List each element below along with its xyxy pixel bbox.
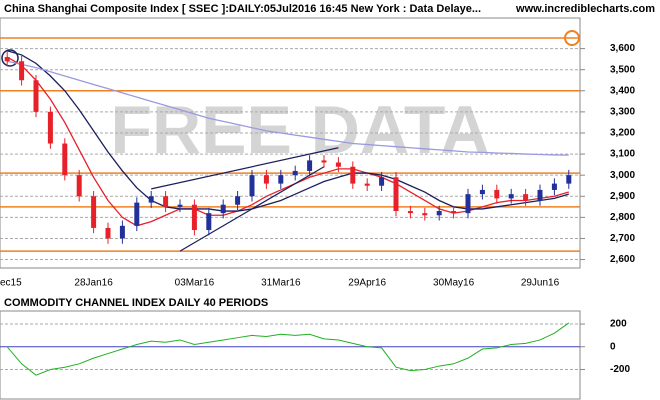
trend-line xyxy=(151,147,339,190)
candle-body xyxy=(76,175,82,197)
source: www.incrediblecharts.com xyxy=(515,3,655,15)
y-tick-label: 3,300 xyxy=(610,107,635,118)
cci-line xyxy=(6,322,570,376)
candle-body xyxy=(62,143,68,176)
candle-body xyxy=(479,189,485,195)
candle-body xyxy=(350,166,356,184)
candle-body xyxy=(551,183,557,190)
candle-body xyxy=(249,175,255,197)
candle-body xyxy=(47,111,53,144)
candle-body xyxy=(523,194,529,201)
candle-body xyxy=(393,177,399,212)
y-tick-label: 0 xyxy=(610,341,616,352)
chart-title: China Shanghai Composite Index [ SSEC ]:… xyxy=(4,3,481,15)
candle-body xyxy=(33,80,39,112)
candle-body xyxy=(278,175,284,184)
candle-body xyxy=(206,213,212,231)
candle-body xyxy=(436,211,442,216)
candle-body xyxy=(422,213,428,216)
cci-title: COMMODITY CHANNEL INDEX DAILY 40 PERIODS xyxy=(4,297,268,309)
y-tick-label: -200 xyxy=(610,364,630,375)
candle-body xyxy=(321,160,327,163)
cci-panel xyxy=(0,310,581,400)
price-panel xyxy=(0,17,581,269)
candle-body xyxy=(292,170,298,176)
x-tick-label: 28Jan16 xyxy=(74,278,113,289)
y-tick-label: 3,600 xyxy=(610,43,635,54)
candle-body xyxy=(4,57,10,62)
candle-body xyxy=(537,189,543,201)
candle-body xyxy=(465,194,471,214)
moving-average xyxy=(7,50,569,212)
candle-body xyxy=(508,194,514,199)
candle-body xyxy=(191,204,197,231)
x-tick-label: 31Mar16 xyxy=(261,278,301,289)
y-tick-label: 2,700 xyxy=(610,233,635,244)
start-circle xyxy=(1,49,19,67)
x-tick-label: 29Apr16 xyxy=(348,278,386,289)
candle-body xyxy=(307,160,313,171)
candle-body xyxy=(163,196,169,207)
y-tick-label: 3,000 xyxy=(610,170,635,181)
candle-body xyxy=(19,61,25,81)
y-tick-label: 3,100 xyxy=(610,149,635,160)
watermark: FREE DATA xyxy=(110,92,489,168)
candle-body xyxy=(148,196,154,203)
candle-body xyxy=(263,175,269,184)
y-tick-label: 3,400 xyxy=(610,85,635,96)
candle-body xyxy=(364,183,370,186)
x-tick-label: Dec15 xyxy=(0,278,22,289)
y-tick-label: 200 xyxy=(610,319,627,330)
candle-body xyxy=(220,204,226,214)
x-tick-label: 29Jun16 xyxy=(521,278,560,289)
candle-body xyxy=(494,189,500,199)
candle-body xyxy=(177,204,183,207)
y-tick-label: 3,500 xyxy=(610,64,635,75)
x-tick-label: 30May16 xyxy=(433,278,475,289)
candle-body xyxy=(566,175,572,184)
candle-body xyxy=(235,196,241,205)
candle-body xyxy=(119,225,125,239)
y-tick-label: 2,800 xyxy=(610,212,635,223)
moving-average xyxy=(7,60,569,156)
candle-body xyxy=(105,227,111,239)
y-tick-label: 2,600 xyxy=(610,254,635,265)
x-tick-label: 03Mar16 xyxy=(175,278,215,289)
y-tick-label: 2,900 xyxy=(610,191,635,202)
candle-body xyxy=(451,211,457,214)
y-tick-label: 3,200 xyxy=(610,128,635,139)
candle-body xyxy=(134,202,140,226)
candle-body xyxy=(379,177,385,186)
candle-body xyxy=(407,211,413,214)
candle-body xyxy=(335,162,341,167)
candle-body xyxy=(91,196,97,228)
trend-line xyxy=(179,166,325,252)
